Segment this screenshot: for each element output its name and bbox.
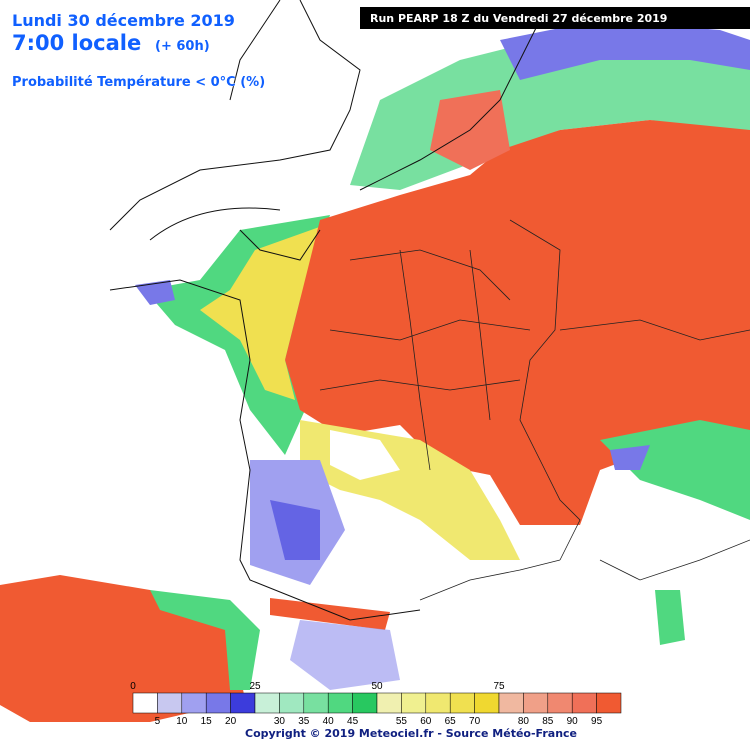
run-bar	[360, 7, 750, 29]
field-green	[150, 590, 260, 690]
coastline	[149, 207, 281, 241]
legend-label: 85	[542, 716, 554, 727]
region-border	[319, 249, 531, 471]
field-blue-dark	[270, 500, 320, 560]
field-green	[600, 420, 750, 520]
legend-swatch	[498, 692, 524, 714]
time: 7:00 locale	[12, 31, 141, 55]
field-blue	[610, 445, 650, 470]
legend-swatch	[571, 692, 597, 714]
legend-swatch	[327, 692, 353, 714]
legend-swatch	[132, 692, 158, 714]
legend-swatch	[547, 692, 573, 714]
legend-swatch	[157, 692, 183, 714]
field-green	[655, 590, 685, 645]
date: Lundi 30 décembre 2019	[12, 11, 235, 30]
legend-label: 5	[155, 716, 161, 727]
legend-label: 45	[347, 716, 359, 727]
field-yellow	[200, 225, 325, 400]
legend-swatch	[254, 692, 280, 714]
legend-swatch	[474, 692, 500, 714]
legend-label: 75	[493, 681, 505, 692]
legend-swatch	[401, 692, 427, 714]
lead-time: (+ 60h)	[155, 39, 210, 54]
field-white	[330, 430, 400, 480]
legend-label: 55	[396, 716, 408, 727]
copyright: Copyright © 2019 Meteociel.fr - Source M…	[245, 727, 577, 740]
legend-swatch	[352, 692, 378, 714]
legend-swatch	[523, 692, 549, 714]
legend-label: 35	[298, 716, 310, 727]
legend-label: 30	[274, 716, 286, 727]
legend-label: 95	[591, 716, 603, 727]
coastline	[109, 0, 361, 231]
field-blue	[135, 280, 175, 305]
legend-swatch	[449, 692, 475, 714]
legend-swatch	[181, 692, 207, 714]
parameter: Probabilité Température < 0°C (%)	[12, 75, 265, 90]
legend-label: 70	[469, 716, 481, 727]
border	[419, 219, 750, 601]
legend-label: 80	[518, 716, 530, 727]
field-blue	[290, 620, 400, 690]
field-red	[285, 120, 750, 525]
legend-swatch	[230, 692, 256, 714]
legend-label: 40	[323, 716, 335, 727]
legend: 0 25 50 75 5 10 15 20 30 35 40 45 55 60 65 70 80 85 90 95	[130, 681, 622, 727]
legend-label: 90	[567, 716, 579, 727]
legend-swatch	[205, 692, 231, 714]
legend-label: 15	[201, 716, 213, 727]
legend-label: 10	[176, 716, 188, 727]
legend-swatch	[376, 692, 402, 714]
legend-label: 20	[225, 716, 237, 727]
coastline	[109, 19, 541, 621]
legend-swatch	[303, 692, 329, 714]
legend-label: 65	[445, 716, 457, 727]
legend-swatch	[279, 692, 305, 714]
legend-label: 50	[371, 681, 383, 692]
field-blue	[500, 20, 750, 80]
run-info: Run PEARP 18 Z du Vendredi 27 décembre 2…	[370, 12, 667, 25]
legend-swatch	[596, 692, 622, 714]
legend-label: 60	[420, 716, 432, 727]
legend-label: 0	[130, 681, 136, 692]
legend-label: 25	[249, 681, 261, 692]
legend-swatch	[425, 692, 451, 714]
field-red	[270, 598, 390, 630]
